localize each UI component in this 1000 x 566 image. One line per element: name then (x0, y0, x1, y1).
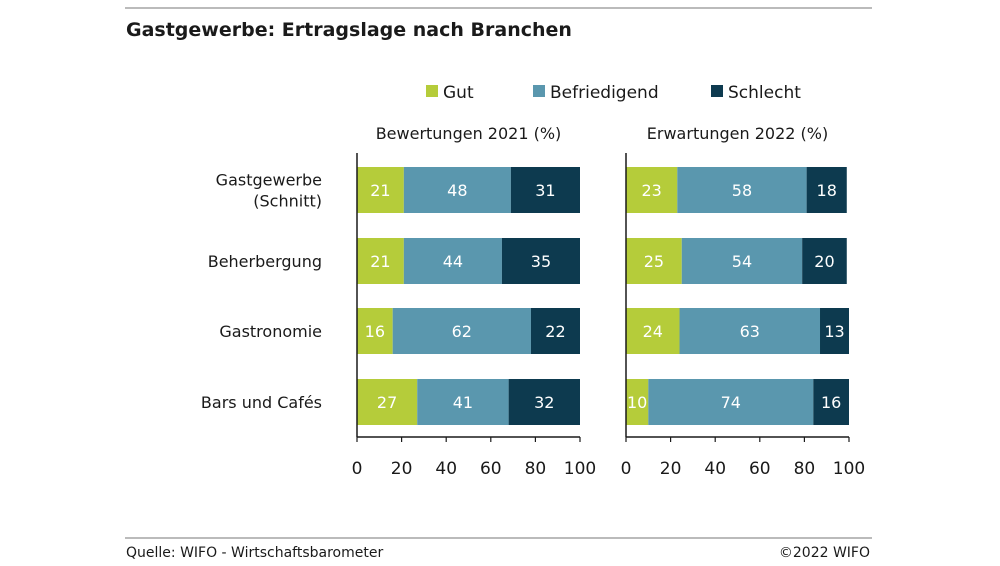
category-label-4: Bars und Cafés (201, 393, 322, 412)
data-label-befriedigend-beherbergung: 54 (732, 252, 752, 271)
source-note: Quelle: WIFO - Wirtschaftsbarometer (126, 545, 383, 561)
data-label-schlecht-bars-und-caf-s: 16 (821, 393, 841, 412)
bar-befriedigend-gastgewerbe-schnitt (403, 167, 511, 213)
bar-gut-bars-und-caf-s (357, 379, 418, 425)
chart-title: Gastgewerbe: Ertragslage nach Branchen (126, 19, 572, 41)
x-tick-label-60: 60 (480, 459, 502, 479)
bar-befriedigend-gastronomie (679, 308, 821, 354)
data-label-gut-gastgewerbe-schnitt: 21 (370, 181, 390, 200)
bar-gut-gastgewerbe-schnitt (626, 167, 678, 213)
bar-gut-bars-und-caf-s (626, 379, 649, 425)
x-tick-label-40: 40 (435, 459, 457, 479)
category-label-1-line-2: (Schnitt) (253, 192, 322, 211)
category-label-2: Beherbergung (208, 252, 322, 271)
panel-1: Bewertungen 2021 (%) 21 48 31 21 44 35 16 62 22 27… (352, 124, 597, 479)
x-tick-label-60: 60 (749, 459, 771, 479)
data-label-befriedigend-beherbergung: 44 (443, 252, 463, 271)
x-tick-label-20: 20 (391, 459, 413, 479)
bar-befriedigend-beherbergung (681, 238, 803, 284)
data-label-gut-gastronomie: 24 (643, 322, 663, 341)
data-label-schlecht-gastronomie: 13 (824, 322, 844, 341)
data-label-schlecht-gastgewerbe-schnitt: 18 (817, 181, 837, 200)
data-label-befriedigend-gastronomie: 63 (740, 322, 760, 341)
x-tick-label-80: 80 (794, 459, 816, 479)
bar-schlecht-bars-und-caf-s (508, 379, 580, 425)
category-label-3: Gastronomie (219, 322, 322, 341)
category-labels: Gastgewerbe (Schnitt) Beherbergung Gastrono… (201, 171, 322, 413)
bar-befriedigend-gastgewerbe-schnitt (677, 167, 807, 213)
bar-gut-beherbergung (357, 238, 404, 284)
bar-schlecht-gastronomie (530, 308, 580, 354)
data-label-befriedigend-bars-und-caf-s: 41 (453, 393, 473, 412)
legend-label-schlecht: Schlecht (728, 83, 801, 103)
bar-befriedigend-gastronomie (392, 308, 531, 354)
bar-gut-gastronomie (357, 308, 393, 354)
bar-schlecht-gastronomie (820, 308, 849, 354)
bar-gut-beherbergung (626, 238, 682, 284)
panel-title: Bewertungen 2021 (%) (376, 124, 562, 143)
legend: Gut Befriedigend Schlecht (426, 83, 801, 103)
data-label-gut-gastronomie: 16 (365, 322, 385, 341)
bar-befriedigend-beherbergung (403, 238, 502, 284)
data-label-befriedigend-bars-und-caf-s: 74 (721, 393, 741, 412)
x-tick-label-40: 40 (704, 459, 726, 479)
x-tick-label-0: 0 (352, 459, 363, 479)
bar-schlecht-bars-und-caf-s (813, 379, 849, 425)
x-tick-label-20: 20 (660, 459, 682, 479)
data-label-gut-beherbergung: 21 (370, 252, 390, 271)
data-label-schlecht-bars-und-caf-s: 32 (534, 393, 554, 412)
data-label-schlecht-gastgewerbe-schnitt: 31 (535, 181, 555, 200)
legend-label-gut: Gut (443, 83, 474, 103)
data-label-gut-beherbergung: 25 (644, 252, 664, 271)
x-tick-label-100: 100 (833, 459, 865, 479)
data-label-schlecht-beherbergung: 20 (814, 252, 834, 271)
bar-schlecht-beherbergung (802, 238, 847, 284)
legend-swatch-befriedigend (533, 85, 545, 97)
x-tick-label-100: 100 (564, 459, 596, 479)
legend-swatch-gut (426, 85, 438, 97)
data-label-befriedigend-gastronomie: 62 (452, 322, 472, 341)
x-tick-label-80: 80 (525, 459, 547, 479)
data-label-schlecht-gastronomie: 22 (545, 322, 565, 341)
bar-befriedigend-bars-und-caf-s (417, 379, 509, 425)
bar-gut-gastgewerbe-schnitt (357, 167, 404, 213)
panel-title: Erwartungen 2022 (%) (647, 124, 828, 143)
bar-schlecht-gastgewerbe-schnitt (510, 167, 580, 213)
chart-panels: Bewertungen 2021 (%) 21 48 31 21 44 35 16 62 22 27… (352, 124, 866, 479)
data-label-schlecht-beherbergung: 35 (531, 252, 551, 271)
bar-gut-gastronomie (626, 308, 680, 354)
bar-schlecht-gastgewerbe-schnitt (806, 167, 847, 213)
x-tick-label-0: 0 (621, 459, 632, 479)
bar-schlecht-beherbergung (501, 238, 580, 284)
data-label-befriedigend-gastgewerbe-schnitt: 58 (732, 181, 752, 200)
data-label-gut-bars-und-caf-s: 27 (377, 393, 397, 412)
data-label-gut-gastgewerbe-schnitt: 23 (641, 181, 661, 200)
bar-befriedigend-bars-und-caf-s (648, 379, 814, 425)
legend-label-befriedigend: Befriedigend (550, 83, 659, 103)
panel-2: Erwartungen 2022 (%) 23 58 18 25 54 20 24 63 13 10… (621, 124, 866, 479)
copyright-note: ©2022 WIFO (779, 545, 870, 561)
data-label-befriedigend-gastgewerbe-schnitt: 48 (447, 181, 467, 200)
legend-swatch-schlecht (711, 85, 723, 97)
category-label-1-line-1: Gastgewerbe (216, 171, 322, 190)
data-label-gut-bars-und-caf-s: 10 (627, 393, 647, 412)
